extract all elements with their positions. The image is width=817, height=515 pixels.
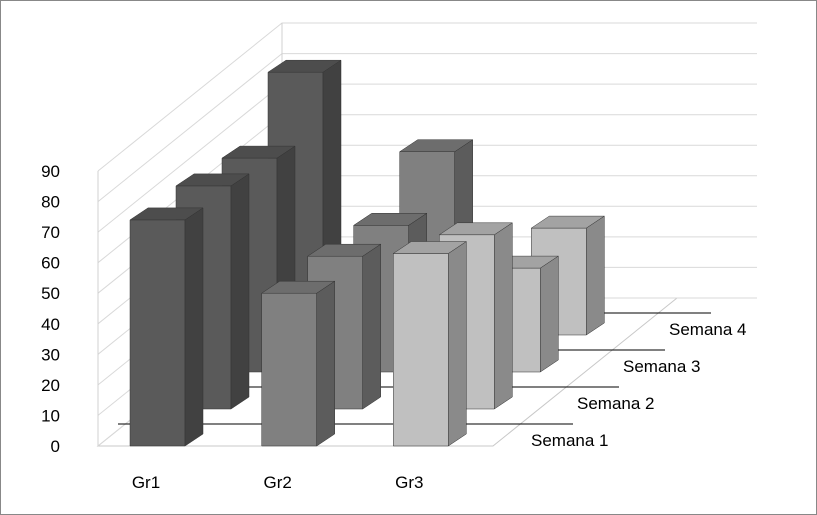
bar-Gr2-Semana-1 <box>260 280 336 447</box>
bar-side <box>448 241 467 447</box>
series-label: Semana 3 <box>623 357 701 376</box>
bar-side <box>316 280 335 447</box>
bar-top <box>530 215 606 229</box>
bar-top <box>306 243 382 257</box>
bar-side <box>494 222 513 410</box>
depth-axis-series-labels: Semana 1 Semana 2 Semana 3 Semana 4 <box>531 320 747 450</box>
y-tick-label: 20 <box>41 376 60 395</box>
x-tick-label: Gr1 <box>132 473 160 492</box>
bar-side <box>230 173 250 410</box>
y-tick-label: 10 <box>41 406 60 425</box>
x-tick-label: Gr2 <box>263 473 291 492</box>
x-tick-label: Gr3 <box>395 473 423 492</box>
bar-top <box>438 222 514 236</box>
bar-Gr1-Semana-1 <box>129 207 204 447</box>
bar-top <box>398 139 474 152</box>
y-axis-tick-labels: 0 10 20 30 40 50 60 70 80 90 <box>41 162 60 456</box>
bar-side <box>362 243 381 410</box>
series-label: Semana 1 <box>531 431 609 450</box>
y-tick-label: 80 <box>41 193 60 212</box>
bar-top <box>267 59 342 73</box>
chart-bars <box>118 59 711 447</box>
bar-top <box>221 145 296 159</box>
series-label: Semana 4 <box>669 320 747 339</box>
bar-top <box>392 241 468 254</box>
x-axis-category-labels: Gr1 Gr2 Gr3 <box>132 473 424 492</box>
y-tick-label: 90 <box>41 162 60 181</box>
bar-front <box>261 292 317 447</box>
y-tick-label: 70 <box>41 223 60 242</box>
bar-top <box>352 213 428 226</box>
y-tick-label: 60 <box>41 254 60 273</box>
y-tick-label: 40 <box>41 315 60 334</box>
y-tick-label: 50 <box>41 284 60 303</box>
y-tick-label: 30 <box>41 345 60 364</box>
bar-side <box>540 255 559 373</box>
bar-front <box>393 253 449 447</box>
series-label: Semana 2 <box>577 394 655 413</box>
bar-top <box>260 280 336 294</box>
bar-side <box>184 207 204 447</box>
bar-Gr3-Semana-1 <box>392 241 468 447</box>
bar-side <box>586 215 605 336</box>
bar-top <box>129 207 204 221</box>
bar-top <box>175 173 250 187</box>
bar-front <box>129 219 186 447</box>
y-tick-label: 0 <box>51 437 60 456</box>
